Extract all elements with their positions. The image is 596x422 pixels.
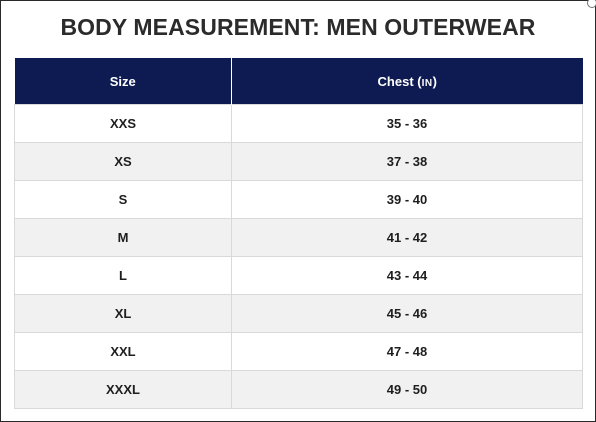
chest-cell: 47 - 48 [231, 332, 583, 371]
chest-unit: IN [421, 77, 433, 89]
circle-icon [587, 0, 596, 8]
chest-cell: 35 - 36 [231, 104, 583, 143]
table-row: XXXL 49 - 50 [14, 370, 583, 409]
size-cell: L [14, 256, 232, 295]
column-header-chest-label: Chest [377, 73, 414, 89]
size-cell: XL [14, 294, 232, 333]
table-row: XXS 35 - 36 [14, 104, 583, 143]
column-header-size: Size [14, 58, 232, 105]
column-header-chest: Chest (IN) [231, 58, 583, 105]
size-cell: M [14, 218, 232, 257]
chest-cell: 37 - 38 [231, 142, 583, 181]
table-row: XL 45 - 46 [14, 294, 583, 333]
size-cell: XXL [14, 332, 232, 371]
table-row: M 41 - 42 [14, 218, 583, 257]
chest-cell: 49 - 50 [231, 370, 583, 409]
table-row: L 43 - 44 [14, 256, 583, 295]
size-cell: XS [14, 142, 232, 181]
table-row: S 39 - 40 [14, 180, 583, 219]
chest-cell: 43 - 44 [231, 256, 583, 295]
chest-cell: 41 - 42 [231, 218, 583, 257]
table-header-row: Size Chest (IN) [14, 58, 583, 105]
page-title: BODY MEASUREMENT: MEN OUTERWEAR [60, 14, 536, 40]
size-cell: XXXL [14, 370, 232, 409]
size-chart-table: Size Chest (IN) XXS 35 - 36 XS 37 - 38 S… [14, 58, 583, 409]
table-row: XXL 47 - 48 [14, 332, 583, 371]
chest-unit-close: ) [432, 73, 437, 89]
chest-cell: 39 - 40 [231, 180, 583, 219]
size-cell: XXS [14, 104, 232, 143]
size-cell: S [14, 180, 232, 219]
chest-cell: 45 - 46 [231, 294, 583, 333]
table-row: XS 37 - 38 [14, 142, 583, 181]
chest-unit-open: ( [417, 73, 422, 89]
